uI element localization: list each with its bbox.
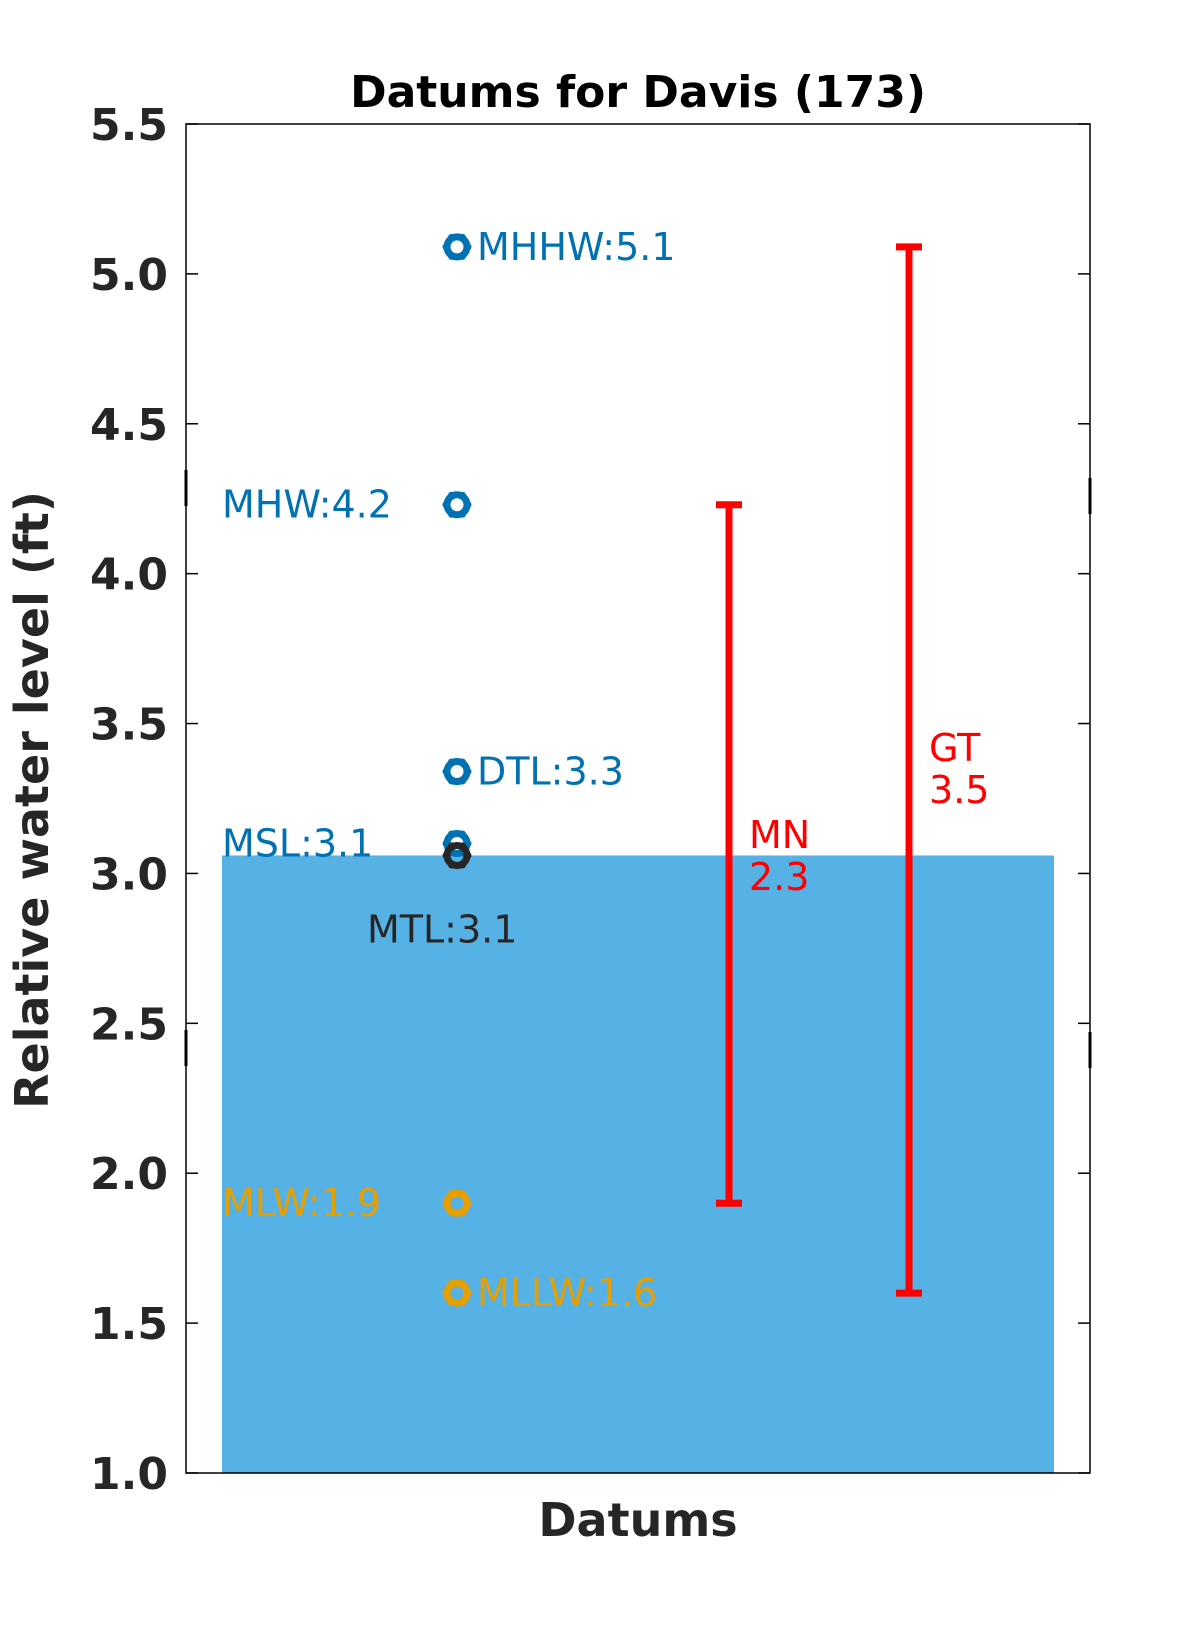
y-axis-label: Relative water level (ft)	[5, 491, 59, 1109]
marker-petal	[448, 842, 455, 850]
y-tick-label: 2.5	[90, 999, 168, 1050]
datum-marker-dtl	[442, 758, 472, 786]
datum-label-mtl: MTL:3.1	[367, 907, 517, 951]
datum-marker-mtl	[442, 841, 472, 869]
datum-label-mllw: MLLW:1.6	[477, 1271, 657, 1315]
marker-petal	[459, 758, 466, 766]
datum-label-dtl: DTL:3.3	[477, 750, 624, 794]
datum-marker-mllw	[442, 1279, 472, 1307]
marker-petal	[459, 842, 466, 850]
range-label-value: 2.3	[749, 855, 809, 899]
y-tick-label: 1.5	[90, 1299, 168, 1350]
marker-petal	[448, 777, 455, 785]
y-tick-label: 4.0	[90, 550, 168, 601]
marker-petal	[448, 510, 455, 518]
marker-petal	[459, 1280, 466, 1288]
marker-petal	[442, 851, 450, 859]
datum-marker-mlw	[442, 1189, 472, 1217]
marker-petal	[464, 768, 472, 776]
marker-petal	[448, 1299, 455, 1307]
datum-label-msl: MSL:3.1	[222, 821, 373, 865]
datum-label-mlw: MLW:1.9	[222, 1181, 381, 1225]
range-label-value: 3.5	[929, 768, 989, 812]
datum-label-mhhw: MHHW:5.1	[477, 225, 676, 269]
y-tick-label: 3.0	[90, 849, 168, 900]
range-bar-gt: GT3.5	[896, 243, 989, 1297]
marker-petal	[448, 861, 455, 869]
marker-petal	[464, 1199, 472, 1207]
marker-petal	[448, 1209, 455, 1217]
marker-petal	[459, 233, 466, 241]
marker-petal	[459, 777, 466, 785]
marker-petal	[442, 501, 450, 509]
marker-petal	[442, 243, 450, 251]
marker-petal	[459, 1299, 466, 1307]
range-label-name: GT	[929, 726, 981, 770]
marker-petal	[459, 252, 466, 260]
datum-marker-mhw	[442, 491, 472, 519]
marker-petal	[448, 491, 455, 499]
y-tick-label: 3.5	[90, 700, 168, 751]
marker-petal	[464, 501, 472, 509]
marker-petal	[459, 830, 466, 838]
marker-petal	[448, 758, 455, 766]
marker-petal	[442, 768, 450, 776]
marker-petal	[442, 1199, 450, 1207]
marker-petal	[448, 830, 455, 838]
marker-petal	[448, 1280, 455, 1288]
marker-petal	[459, 1190, 466, 1198]
marker-petal	[459, 510, 466, 518]
y-tick-label: 5.5	[90, 100, 168, 151]
x-axis-label: Datums	[538, 1493, 737, 1547]
chart-title: Datums for Davis (173)	[350, 67, 926, 118]
marker-petal	[464, 839, 472, 847]
y-tick-label: 4.5	[90, 400, 168, 451]
marker-petal	[442, 1289, 450, 1297]
datum-label-mhw: MHW:4.2	[222, 483, 392, 527]
y-tick-label: 2.0	[90, 1149, 168, 1200]
y-tick-label: 1.0	[90, 1449, 168, 1500]
marker-petal	[464, 851, 472, 859]
plot-area: 1.01.52.02.53.03.54.04.55.05.5MN2.3GT3.5…	[90, 100, 1092, 1500]
marker-petal	[464, 1289, 472, 1297]
plot-frame	[185, 123, 1091, 1474]
range-bar-mn: MN2.3	[716, 501, 810, 1207]
marker-petal	[459, 1209, 466, 1217]
marker-petal	[442, 839, 450, 847]
marker-petal	[448, 233, 455, 241]
marker-petal	[448, 252, 455, 260]
range-label-name: MN	[749, 813, 810, 857]
marker-petal	[464, 243, 472, 251]
water-level-fill	[222, 855, 1054, 1473]
marker-petal	[459, 861, 466, 869]
marker-petal	[448, 1190, 455, 1198]
marker-petal	[459, 491, 466, 499]
datum-marker-mhhw	[442, 233, 472, 261]
y-tick-label: 5.0	[90, 250, 168, 301]
